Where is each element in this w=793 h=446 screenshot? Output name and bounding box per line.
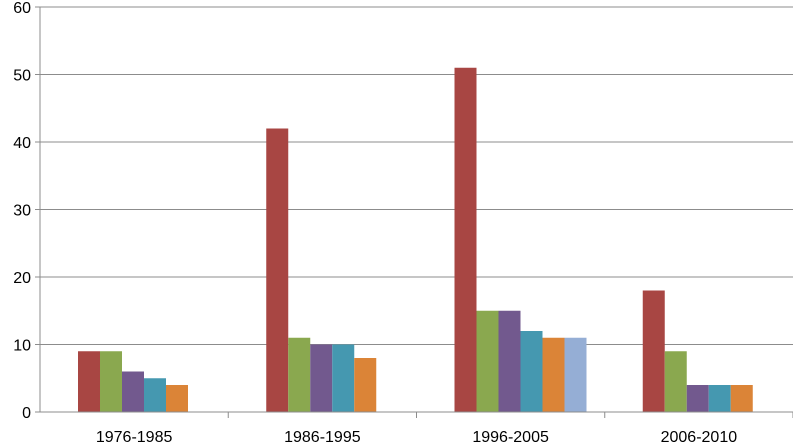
bar (708, 385, 731, 412)
bar (542, 337, 565, 412)
y-tick-label: 30 (13, 203, 31, 220)
bar (266, 128, 289, 412)
x-tick-label: 1976-1985 (96, 429, 173, 446)
bar (454, 67, 477, 412)
bar (498, 310, 521, 412)
bar (78, 351, 100, 412)
bar (354, 358, 377, 412)
y-tick-label: 20 (13, 270, 31, 287)
bar (664, 351, 687, 412)
bar (100, 351, 122, 412)
bar (520, 331, 543, 412)
bar (332, 344, 355, 412)
y-tick-label: 0 (22, 405, 31, 422)
x-tick-label: 1996-2005 (472, 429, 549, 446)
x-tick-labels: 1976-1985 1986-1995 1996-2005 2006-2010 (96, 412, 793, 446)
y-tick-label: 40 (13, 135, 31, 152)
y-tick-label: 60 (13, 0, 31, 17)
bar (166, 385, 188, 412)
bar (476, 310, 499, 412)
bar (564, 337, 587, 412)
bar (310, 344, 333, 412)
x-tick-label: 1986-1995 (284, 429, 361, 446)
bar (122, 371, 144, 412)
bars (78, 67, 753, 412)
bar (686, 385, 709, 412)
bar (730, 385, 753, 412)
bar (144, 378, 166, 412)
bar (642, 290, 665, 412)
y-tick-labels: 0 10 20 30 40 50 60 (13, 0, 40, 422)
bar (288, 337, 311, 412)
gridlines (40, 6, 793, 345)
y-tick-label: 10 (13, 338, 31, 355)
x-tick-label: 2006-2010 (661, 429, 738, 446)
y-tick-label: 50 (13, 68, 31, 85)
